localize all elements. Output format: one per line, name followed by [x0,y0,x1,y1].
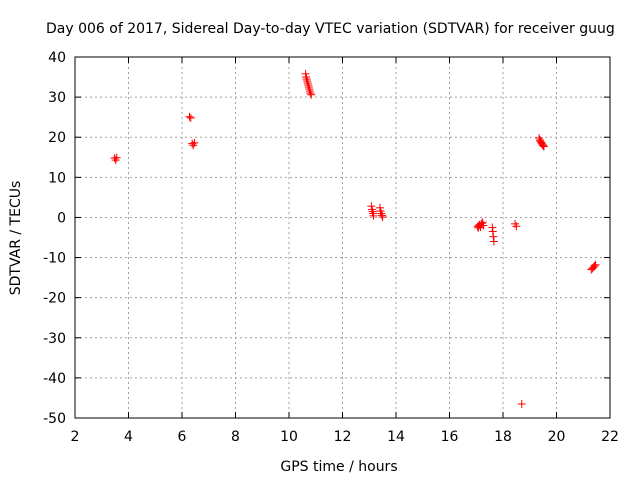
data-point [479,221,488,230]
tick-labels: 2 4 6 8 10 12 14 16 18 20 22 40 30 20 10 0 -10 -20 -30 -40 -… [43,50,619,445]
x-tick-label: 12 [334,429,352,445]
y-tick-label: -50 [43,411,66,427]
data-point [489,232,498,241]
data-point [478,218,487,227]
data-point [303,77,312,86]
x-tick-label: 2 [71,429,80,445]
y-axis-label: SDTVAR / TECUs [8,181,24,296]
y-tick-label: 40 [48,50,66,66]
data-points [110,69,600,408]
data-point [477,219,486,228]
data-point [535,134,544,143]
data-point [368,207,377,216]
y-tick-label: -20 [43,291,66,307]
x-tick-label: 20 [548,429,566,445]
data-point [303,79,312,88]
data-point [488,227,497,236]
data-point [367,205,376,214]
data-point [185,112,194,121]
data-point [304,83,313,92]
x-tick-label: 6 [178,429,187,445]
data-point [591,260,600,269]
data-point [190,138,199,147]
data-point [489,237,498,246]
data-point [307,90,316,99]
data-point [375,203,384,212]
data-point [590,261,599,270]
x-tick-label: 10 [280,429,298,445]
data-point [538,140,547,149]
data-point [306,89,315,98]
x-axis-label: GPS time / hours [280,459,397,475]
data-point [517,399,526,408]
data-point [539,141,548,150]
grid-lines [75,57,610,418]
y-tick-label: 0 [57,210,66,226]
y-tick-label: -10 [43,251,66,267]
data-point [488,223,497,232]
data-point [305,87,314,96]
x-tick-label: 8 [231,429,240,445]
data-point [302,75,311,84]
data-point [302,73,311,82]
data-point [512,222,521,231]
x-tick-label: 18 [494,429,512,445]
y-tick-label: 20 [48,130,66,146]
data-point [369,211,378,220]
data-point [301,69,310,78]
data-point [304,81,313,90]
y-tick-label: -40 [43,371,66,387]
data-point [378,213,387,222]
y-tick-label: -30 [43,331,66,347]
x-tick-label: 16 [441,429,459,445]
data-point [539,142,548,151]
data-point [305,85,314,94]
y-tick-label: 30 [48,90,66,106]
chart-title: Day 006 of 2017, Sidereal Day-to-day VTE… [46,21,615,37]
x-tick-label: 14 [387,429,405,445]
x-tick-label: 4 [124,429,133,445]
y-tick-label: 10 [48,170,66,186]
data-point [112,153,121,162]
data-point [377,209,386,218]
data-point [367,202,376,211]
data-point [186,113,195,122]
data-point [378,211,387,220]
x-tick-label: 22 [601,429,619,445]
plot-frame [74,56,611,419]
